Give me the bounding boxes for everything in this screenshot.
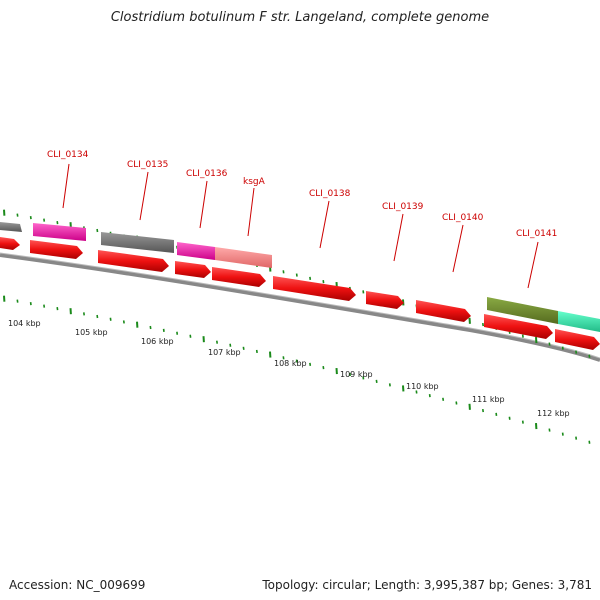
feature-block-gray-left[interactable] <box>0 222 22 232</box>
feature-block-cli-0134[interactable] <box>33 223 86 241</box>
cds-arrow[interactable] <box>484 314 553 339</box>
kbp-label: 108 kbp <box>274 359 307 368</box>
feature-track <box>0 222 600 332</box>
kbp-scale: 104 kbp 105 kbp 106 kbp 107 kbp 108 kbp … <box>8 319 570 418</box>
kbp-label: 105 kbp <box>75 328 108 337</box>
feature-block-cli-0135[interactable] <box>101 232 174 253</box>
gene-labels: CLI_0134 CLI_0135 CLI_0136 ksgA CLI_0138… <box>47 150 557 239</box>
accession-text: Accession: NC_009699 <box>9 578 146 592</box>
gene-label-cli-0134[interactable]: CLI_0134 <box>47 150 89 160</box>
cds-arrow[interactable] <box>98 250 169 272</box>
gene-label-cli-0139[interactable]: CLI_0139 <box>382 202 424 212</box>
cds-arrow[interactable] <box>0 237 20 250</box>
kbp-label: 111 kbp <box>472 395 505 404</box>
kbp-label: 106 kbp <box>141 337 174 346</box>
feature-block-cli-0141-olive[interactable] <box>487 297 558 324</box>
cds-arrow[interactable] <box>212 267 266 287</box>
feature-block-ksga[interactable] <box>215 247 272 268</box>
feature-block-cli-0136[interactable] <box>177 242 215 260</box>
cds-track <box>0 237 600 350</box>
gene-label-cli-0140[interactable]: CLI_0140 <box>442 213 484 223</box>
map-title: Clostridium botulinum F str. Langeland, … <box>110 10 490 25</box>
gene-label-cli-0135[interactable]: CLI_0135 <box>127 160 168 170</box>
gene-leaders <box>62 163 539 289</box>
kbp-label: 104 kbp <box>8 319 41 328</box>
genome-stats-text: Topology: circular; Length: 3,995,387 bp… <box>262 578 592 592</box>
cds-arrow[interactable] <box>366 291 404 309</box>
kbp-label: 107 kbp <box>208 348 241 357</box>
gene-label-ksga[interactable]: ksgA <box>243 177 266 187</box>
kbp-label: 109 kbp <box>340 370 373 379</box>
kbp-label: 112 kbp <box>537 409 570 418</box>
gene-label-cli-0141[interactable]: CLI_0141 <box>516 229 557 239</box>
cds-arrow[interactable] <box>273 276 356 301</box>
cds-arrow[interactable] <box>175 261 211 278</box>
cds-arrow[interactable] <box>555 329 600 350</box>
inner-tick-row <box>3 295 591 444</box>
gene-label-cli-0136[interactable]: CLI_0136 <box>186 169 228 179</box>
gene-label-cli-0138[interactable]: CLI_0138 <box>309 189 351 199</box>
cds-arrow[interactable] <box>30 240 83 259</box>
genome-backbone <box>0 253 600 362</box>
cds-arrow[interactable] <box>416 300 471 322</box>
feature-block-cli-0141-teal[interactable] <box>558 311 600 332</box>
kbp-label: 110 kbp <box>406 382 439 391</box>
